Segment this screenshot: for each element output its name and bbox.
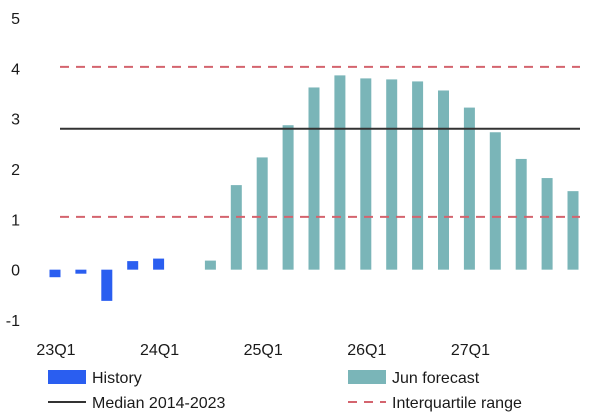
bar-jun-forecast: [463, 107, 475, 270]
legend-item: History: [48, 370, 142, 387]
x-tick-label: 26Q1: [347, 342, 386, 359]
x-tick-label: 25Q1: [244, 342, 283, 359]
bar-jun-forecast: [541, 178, 553, 270]
bar-history: [101, 269, 113, 301]
bar-history: [153, 258, 165, 270]
legend-swatch: [48, 370, 86, 384]
y-tick-label: 3: [11, 112, 20, 129]
bar-jun-forecast: [282, 125, 294, 270]
legend-item: Jun forecast: [348, 370, 480, 387]
legend-item: Interquartile range: [348, 395, 522, 412]
y-tick-label: 4: [11, 61, 20, 78]
bar-history: [75, 269, 87, 274]
bar-jun-forecast: [489, 132, 501, 270]
legend-label: Median 2014-2023: [92, 395, 226, 412]
bar-jun-forecast: [204, 260, 216, 270]
bar-jun-forecast: [256, 157, 268, 270]
y-tick-label: -1: [6, 313, 20, 330]
x-tick-label: 27Q1: [451, 342, 490, 359]
bars: [49, 75, 579, 301]
x-tick-label: 23Q1: [36, 342, 75, 359]
bar-jun-forecast: [412, 81, 424, 270]
bar-jun-forecast: [334, 75, 346, 270]
bar-jun-forecast: [515, 158, 527, 270]
bar-jun-forecast: [567, 191, 579, 270]
legend-label: Interquartile range: [392, 395, 522, 412]
y-tick-label: 2: [11, 162, 20, 179]
bar-jun-forecast: [386, 79, 398, 270]
legend-swatch: [348, 370, 386, 384]
x-tick-label: 24Q1: [140, 342, 179, 359]
bar-jun-forecast: [230, 185, 242, 270]
bar-jun-forecast: [360, 78, 372, 270]
bar-history: [49, 269, 61, 278]
reference-lines: [60, 65, 580, 218]
y-axis-labels: -1 0 1 2 3 4 5: [6, 11, 20, 330]
legend-label: Jun forecast: [392, 370, 480, 387]
bar-jun-forecast: [438, 90, 449, 270]
legend-label: History: [92, 370, 142, 387]
bar-jun-forecast: [308, 87, 320, 270]
legend: History Jun forecast Median 2014-2023 Inter…: [48, 370, 522, 412]
x-axis-labels: 23Q1 24Q1 25Q1 26Q1 27Q1: [36, 342, 490, 359]
y-tick-label: 5: [11, 11, 20, 28]
bar-history: [127, 261, 139, 270]
y-tick-label: 1: [11, 212, 20, 229]
legend-item: Median 2014-2023: [48, 395, 226, 412]
y-tick-label: 0: [11, 263, 20, 280]
